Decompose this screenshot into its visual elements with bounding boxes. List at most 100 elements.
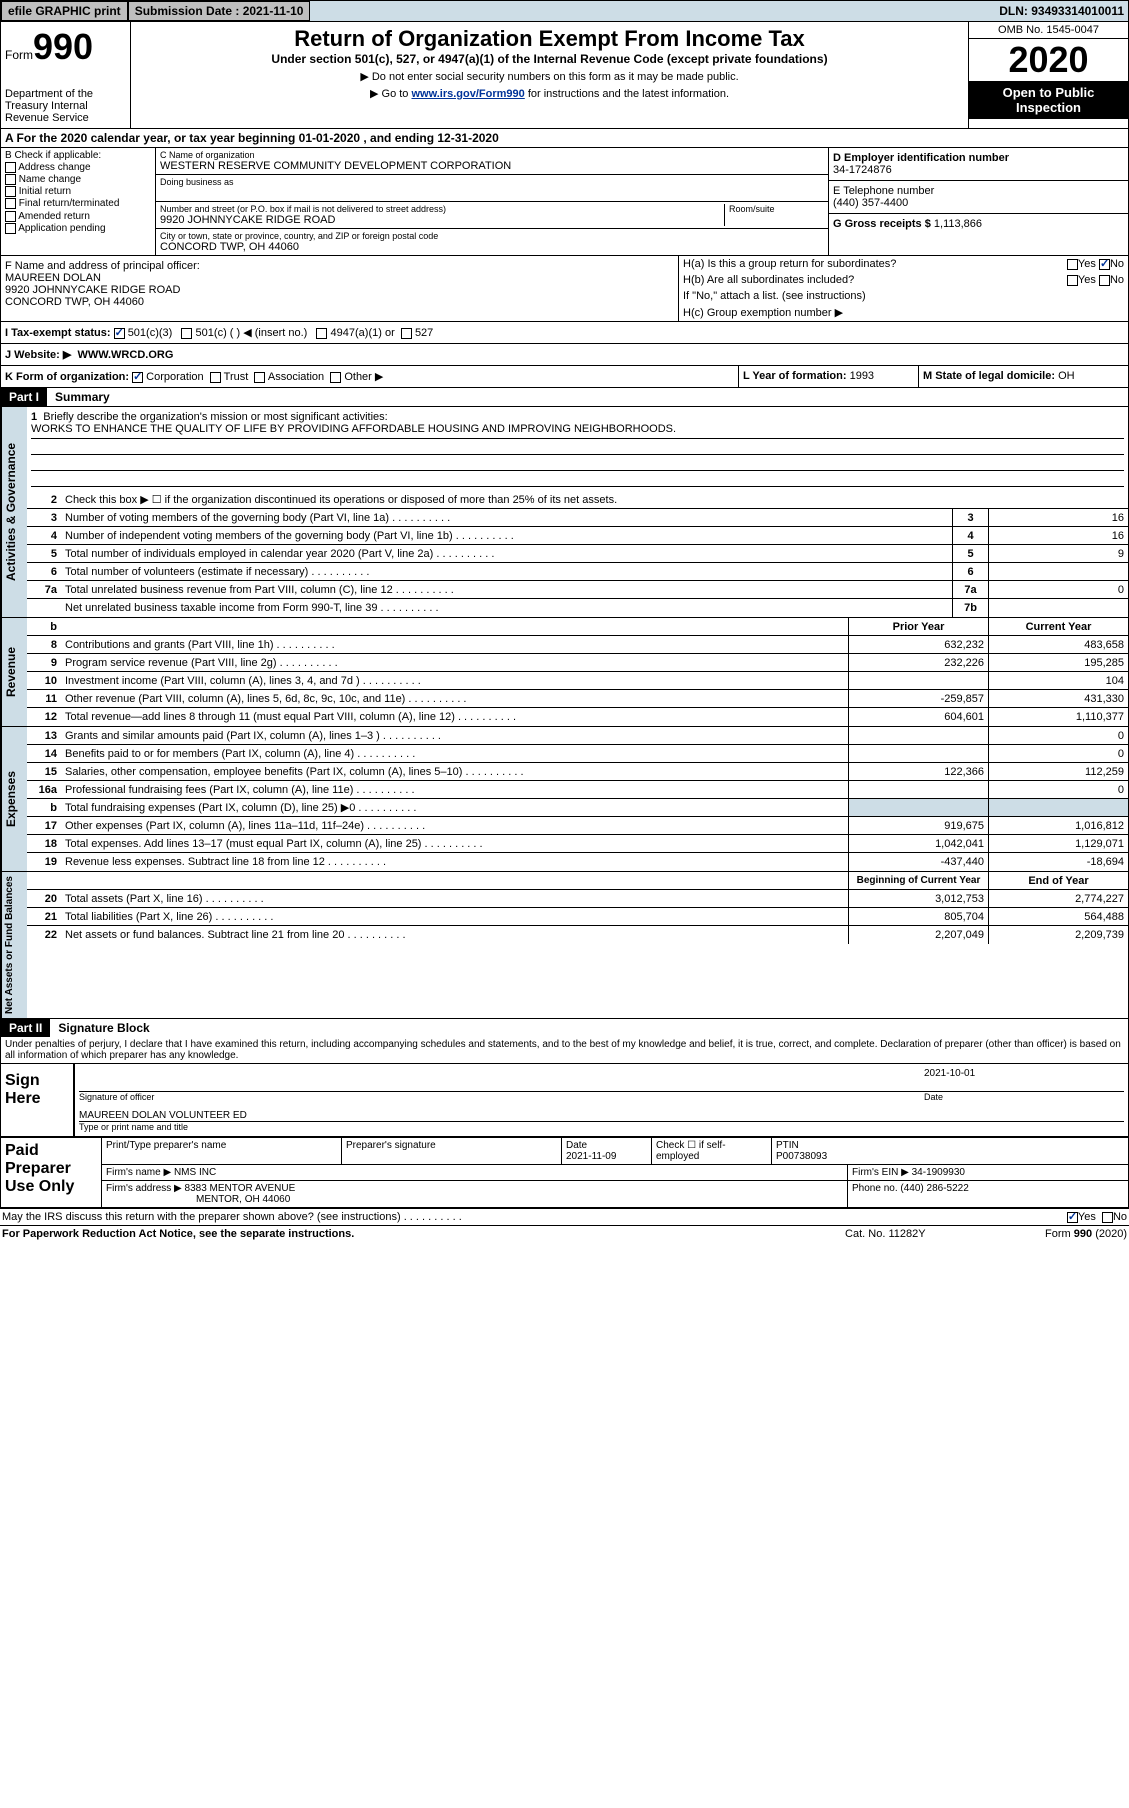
note-pre: ▶ Go to <box>370 88 411 100</box>
line1-label: Briefly describe the organization's miss… <box>43 411 387 423</box>
row-num: b <box>27 802 63 814</box>
instructions-link[interactable]: www.irs.gov/Form990 <box>411 88 524 100</box>
row-current: 195,285 <box>988 654 1128 671</box>
check-527[interactable] <box>401 328 412 339</box>
row-num: 6 <box>27 566 63 578</box>
check-501c[interactable] <box>181 328 192 339</box>
row-desc: Total fundraising expenses (Part IX, col… <box>63 799 848 816</box>
row-box: 5 <box>952 545 988 562</box>
row-current: 0 <box>988 727 1128 744</box>
officer-sign-name: MAUREEN DOLAN VOLUNTEER ED <box>79 1110 247 1121</box>
row-desc: Professional fundraising fees (Part IX, … <box>63 782 848 798</box>
phone-label: E Telephone number <box>833 185 1124 197</box>
row-prior <box>848 672 988 689</box>
phone-value: (440) 357-4400 <box>833 197 1124 209</box>
sig-name-label: Type or print name and title <box>79 1122 1124 1132</box>
row-num: 8 <box>27 639 63 651</box>
row-prior: 805,704 <box>848 908 988 925</box>
row-current: 1,016,812 <box>988 817 1128 834</box>
check-corp[interactable] <box>132 372 143 383</box>
row-box: 7b <box>952 599 988 617</box>
submission-date-button[interactable]: Submission Date : 2021-11-10 <box>128 1 311 21</box>
row-num: 15 <box>27 766 63 778</box>
column-b-checkboxes: B Check if applicable: Address change Na… <box>1 148 156 255</box>
signature-block: Sign Here 2021-10-01 Signature of office… <box>0 1064 1129 1137</box>
officer-name: MAUREEN DOLAN <box>5 272 674 284</box>
city-label: City or town, state or province, country… <box>160 231 824 241</box>
check-4947[interactable] <box>316 328 327 339</box>
expenses-tab: Expenses <box>1 727 27 871</box>
check-final-return[interactable]: Final return/terminated <box>5 198 151 209</box>
col-b-heading: B Check if applicable: <box>5 150 151 161</box>
row-prior: 122,366 <box>848 763 988 780</box>
row-prior: 632,232 <box>848 636 988 653</box>
row-current: 1,129,071 <box>988 835 1128 852</box>
declaration-text: Under penalties of perjury, I declare th… <box>1 1037 1128 1063</box>
firm-addr2: MENTOR, OH 44060 <box>106 1194 290 1205</box>
row-num: 9 <box>27 657 63 669</box>
form-header: Form990 Department of the Treasury Inter… <box>0 22 1129 129</box>
row-box: 7a <box>952 581 988 598</box>
dba-label: Doing business as <box>160 177 824 187</box>
entity-block: B Check if applicable: Address change Na… <box>0 148 1129 256</box>
ha-line: H(a) Is this a group return for subordin… <box>679 256 1128 272</box>
discuss-no[interactable] <box>1102 1212 1113 1223</box>
part2-title: Signature Block <box>50 1021 149 1035</box>
firm-ein: 34-1909930 <box>912 1167 965 1178</box>
fgh-block: F Name and address of principal officer:… <box>0 256 1129 322</box>
row-val: 16 <box>988 509 1128 526</box>
check-amended[interactable]: Amended return <box>5 211 151 222</box>
row-desc: Contributions and grants (Part VIII, lin… <box>63 637 848 653</box>
check-address-change[interactable]: Address change <box>5 162 151 173</box>
m-value: OH <box>1058 370 1075 382</box>
k-label: K Form of organization: <box>5 371 129 383</box>
row-num: 16a <box>27 784 63 796</box>
row-desc: Other revenue (Part VIII, column (A), li… <box>63 691 848 707</box>
governance-section: Activities & Governance 1 Briefly descri… <box>0 407 1129 618</box>
sig-officer-label: Signature of officer <box>79 1092 924 1102</box>
discuss-text: May the IRS discuss this return with the… <box>2 1211 1067 1223</box>
row-current: 0 <box>988 781 1128 798</box>
check-app-pending[interactable]: Application pending <box>5 223 151 234</box>
firm-ein-label: Firm's EIN ▶ <box>852 1167 909 1178</box>
row-desc: Total number of individuals employed in … <box>63 546 952 562</box>
row-num: 4 <box>27 530 63 542</box>
omb-number: OMB No. 1545-0047 <box>969 22 1128 39</box>
row-num: 21 <box>27 911 63 923</box>
ein-value: 34-1724876 <box>833 164 1124 176</box>
discuss-yes[interactable] <box>1067 1212 1078 1223</box>
l-value: 1993 <box>850 370 874 382</box>
form-title: Return of Organization Exempt From Incom… <box>135 26 964 52</box>
c-name-label: C Name of organization <box>160 150 824 160</box>
firm-label: Firm's name ▶ <box>106 1167 171 1178</box>
hb-note: If "No," attach a list. (see instruction… <box>679 288 1128 304</box>
street-value: 9920 JOHNNYCAKE RIDGE ROAD <box>160 214 724 226</box>
row-desc: Total unrelated business revenue from Pa… <box>63 582 952 598</box>
check-initial-return[interactable]: Initial return <box>5 186 151 197</box>
check-trust[interactable] <box>210 372 221 383</box>
part1-title: Summary <box>47 390 110 404</box>
row-prior: 1,042,041 <box>848 835 988 852</box>
row-prior <box>848 727 988 744</box>
firm-phone: (440) 286-5222 <box>900 1183 968 1194</box>
check-501c3[interactable] <box>114 328 125 339</box>
row-val <box>988 599 1128 617</box>
ptin-label: PTIN <box>776 1140 799 1151</box>
check-assoc[interactable] <box>254 372 265 383</box>
row-desc: Grants and similar amounts paid (Part IX… <box>63 728 848 744</box>
check-name-change[interactable]: Name change <box>5 174 151 185</box>
org-name: WESTERN RESERVE COMMUNITY DEVELOPMENT CO… <box>160 160 824 172</box>
status-label: I Tax-exempt status: <box>5 327 111 339</box>
row-val: 16 <box>988 527 1128 544</box>
discuss-row: May the IRS discuss this return with the… <box>0 1208 1129 1225</box>
dln-text: DLN: 93493314010011 <box>999 4 1128 18</box>
ptin-value: P00738093 <box>776 1151 827 1162</box>
check-other[interactable] <box>330 372 341 383</box>
part1-header: Part I <box>1 388 47 406</box>
efile-button[interactable]: efile GRAPHIC print <box>1 1 128 21</box>
l-label: L Year of formation: <box>743 370 847 382</box>
row-num: 12 <box>27 711 63 723</box>
revenue-section: Revenue bPrior YearCurrent Year 8Contrib… <box>0 618 1129 727</box>
form-no-footer: Form 990 (2020) <box>1045 1228 1127 1240</box>
room-label: Room/suite <box>729 204 824 214</box>
